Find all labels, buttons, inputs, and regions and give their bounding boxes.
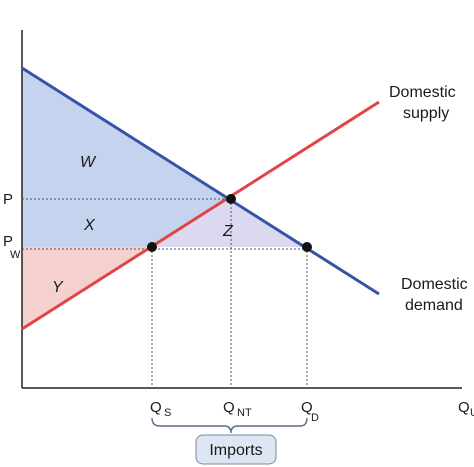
region-x-label: X: [83, 217, 96, 234]
supply-curve: [21, 100, 380, 331]
region-z-area: [152, 199, 307, 247]
qnt-label: Q: [223, 399, 235, 416]
supply-curve-label-line1: Domestic: [389, 84, 456, 101]
quantity-axis-label: Q: [458, 399, 470, 416]
imports-brace: [151, 417, 308, 434]
region-x-area: [22, 199, 231, 247]
supply-at-world-price-point: [147, 242, 157, 252]
imports-badge: [195, 434, 277, 465]
qnt-subscript: NT: [237, 407, 252, 419]
price-pw-label: P: [3, 233, 13, 250]
price-pw-subscript: W: [10, 249, 21, 261]
region-z-label: Z: [222, 223, 234, 240]
region-y-label: Y: [52, 279, 64, 296]
demand-curve-label-line1: Domestic: [401, 276, 468, 293]
price-p-label: P: [3, 191, 13, 208]
demand-at-world-price-point: [302, 242, 312, 252]
qs-subscript: S: [164, 407, 171, 419]
autarky-equilibrium-point: [226, 194, 236, 204]
demand-curve-label-line2: demand: [405, 297, 463, 314]
supply-curve-label-line2: supply: [403, 105, 449, 122]
demand-curve: [21, 66, 380, 296]
imports-label: Imports: [209, 442, 262, 459]
region-w-label: W: [80, 154, 97, 171]
quantity-axis-subscript: U: [470, 407, 474, 419]
qd-subscript: D: [311, 412, 319, 424]
qd-label: Q: [301, 399, 313, 416]
qs-label: Q: [150, 399, 162, 416]
